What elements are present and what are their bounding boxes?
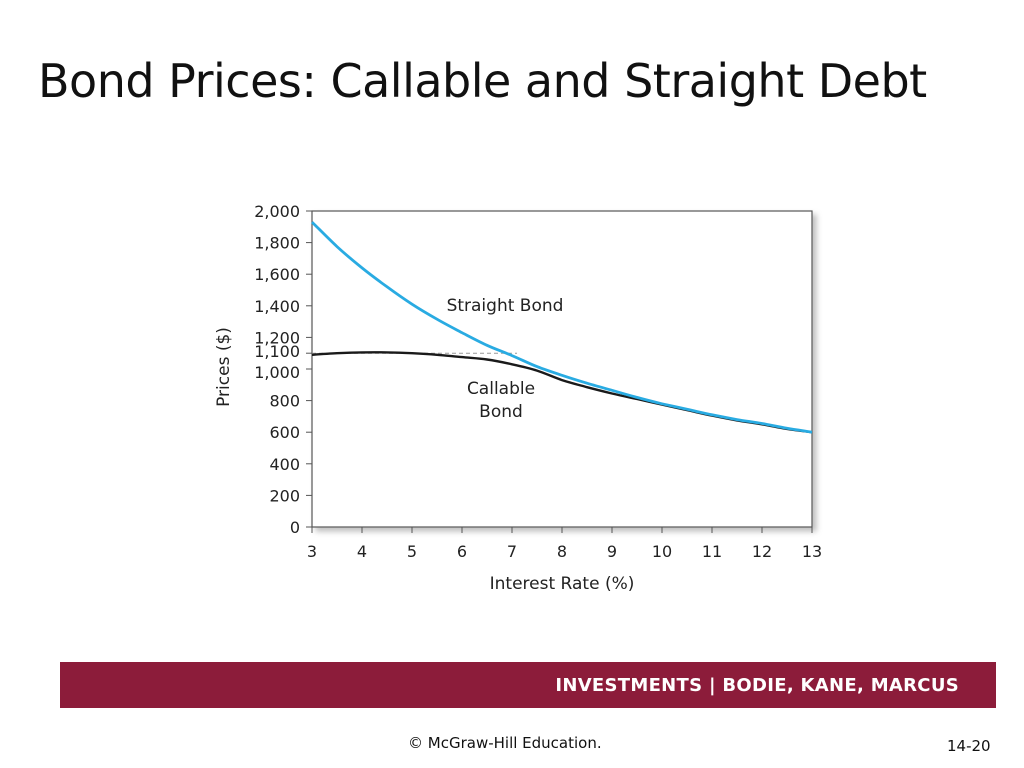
y-axis-title: Prices ($) (214, 327, 234, 407)
y-tick-label: 200 (269, 486, 300, 505)
annotations: Straight Bond Callable Bond (447, 296, 564, 422)
plot-frame (311, 210, 813, 528)
y-tick-label: 1,100 (254, 342, 300, 361)
y-tick-label: 1,000 (254, 363, 300, 382)
y-tick-label: 600 (269, 423, 300, 442)
x-tick-label: 9 (607, 542, 617, 561)
y-tick-label: 400 (269, 455, 300, 474)
x-tick-label: 5 (407, 542, 417, 561)
series-layer (311, 221, 813, 434)
x-tick-label: 12 (752, 542, 772, 561)
x-tick-label: 7 (507, 542, 517, 561)
y-tick-label: 800 (269, 392, 300, 411)
straight-bond-line (311, 221, 813, 434)
y-tick-label: 1,400 (254, 297, 300, 316)
y-tick-label: 1,200 (254, 328, 300, 347)
x-tick-label: 13 (802, 542, 822, 561)
callable-bond-label: Callable (467, 379, 535, 399)
straight-bond-label: Straight Bond (447, 296, 564, 316)
x-tick-label: 3 (307, 542, 317, 561)
y-tick-label: 0 (290, 518, 300, 537)
copyright-notice: © McGraw-Hill Education. (408, 734, 602, 752)
callable-bond-label: Bond (479, 402, 523, 422)
x-tick-label: 11 (702, 542, 722, 561)
y-tick-label: 1,600 (254, 265, 300, 284)
y-tick-label: 1,800 (254, 234, 300, 253)
x-tick-label: 6 (457, 542, 467, 561)
x-tick-label: 4 (357, 542, 367, 561)
page-number: 14-20 (947, 737, 991, 755)
x-axis: 3 4 5 6 7 8 9 10 11 12 13 (307, 527, 822, 561)
x-axis-title: Interest Rate (%) (490, 574, 635, 594)
y-tick-label: 2,000 (254, 202, 300, 221)
x-tick-label: 10 (652, 542, 672, 561)
slide-title: Bond Prices: Callable and Straight Debt (38, 54, 927, 108)
footer-text: INVESTMENTS | BODIE, KANE, MARCUS (555, 675, 959, 696)
x-tick-label: 8 (557, 542, 567, 561)
footer-bar: INVESTMENTS | BODIE, KANE, MARCUS (60, 662, 996, 708)
